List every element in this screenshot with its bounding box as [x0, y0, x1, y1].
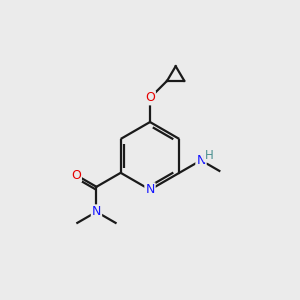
Text: H: H: [205, 148, 214, 161]
Text: N: N: [145, 183, 155, 196]
Text: N: N: [196, 154, 206, 167]
Text: N: N: [92, 205, 101, 218]
Text: O: O: [145, 92, 155, 104]
Text: O: O: [71, 169, 81, 182]
